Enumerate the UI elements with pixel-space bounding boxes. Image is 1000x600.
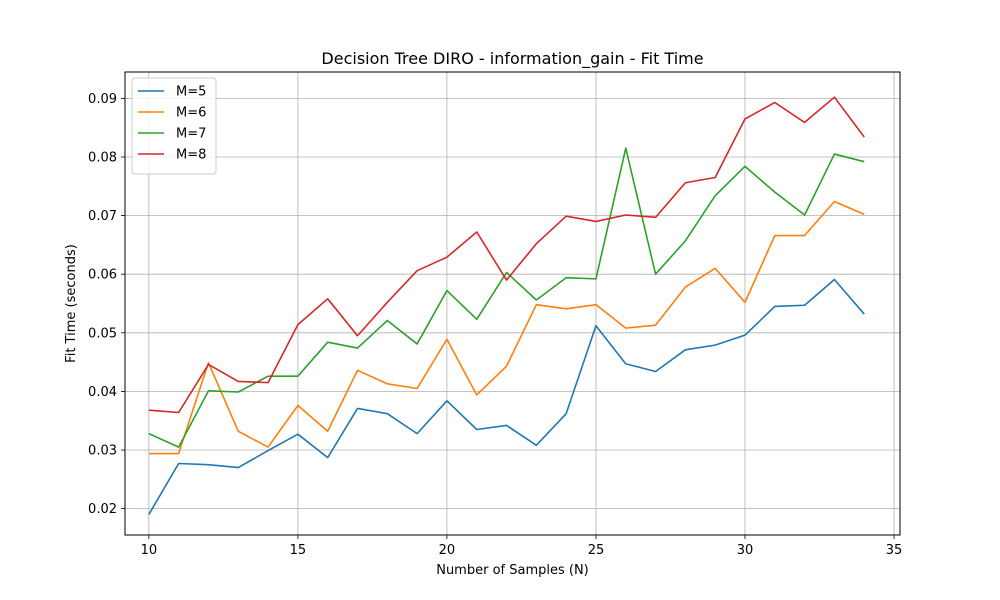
y-tick-label: 0.03: [88, 444, 117, 459]
legend: M=5 M=6 M=7 M=8: [131, 77, 217, 175]
y-tick-label: 0.07: [88, 209, 117, 224]
legend-box: [131, 77, 217, 175]
series-line-m8: [148, 96, 865, 414]
x-tick-label: 20: [439, 543, 456, 558]
ticks-layer: 10 15 20 25 30 35 0.02 0.03 0.04 0.05 0.06 0.07 0.08…: [88, 92, 902, 558]
legend-label: M=5: [176, 85, 206, 100]
series-line-m7: [148, 147, 865, 448]
y-tick-label: 0.09: [88, 92, 117, 107]
plot-frame: [124, 71, 901, 536]
x-tick-label: 25: [588, 543, 605, 558]
y-tick-label: 0.02: [88, 502, 117, 517]
x-tick-label: 30: [737, 543, 754, 558]
x-tick-label: 10: [141, 543, 158, 558]
y-tick-label: 0.08: [88, 150, 117, 165]
grid: [125, 72, 900, 535]
legend-label: M=6: [176, 106, 206, 121]
legend-label: M=7: [176, 127, 206, 142]
series-line-m6: [148, 200, 865, 455]
y-tick-label: 0.04: [88, 385, 117, 400]
series-layer: [148, 96, 865, 515]
legend-label: M=8: [176, 148, 206, 163]
series-line-m5: [148, 278, 865, 515]
y-tick-label: 0.05: [88, 326, 117, 341]
chart-title: Decision Tree DIRO - information_gain - …: [321, 49, 703, 69]
y-tick-label: 0.06: [88, 268, 117, 283]
x-axis-label: Number of Samples (N): [436, 563, 589, 578]
x-tick-label: 15: [290, 543, 307, 558]
y-axis-label: Fit Time (seconds): [64, 244, 79, 363]
x-tick-label: 35: [886, 543, 903, 558]
